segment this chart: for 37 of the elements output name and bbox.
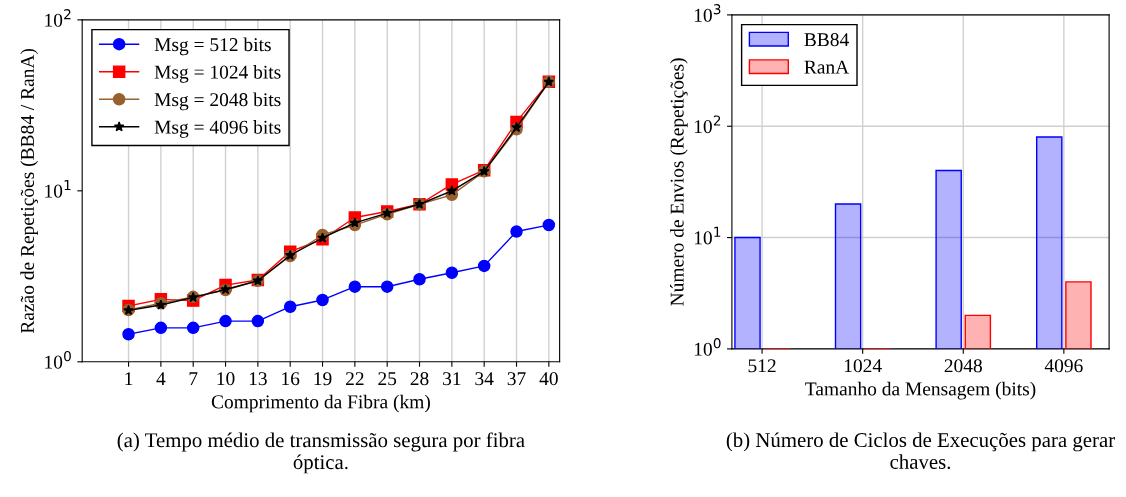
x-tick-label: 16 [282, 372, 300, 386]
x-tick-label: 37 [507, 372, 526, 386]
y-tick-label: 10$^{2}$ [694, 115, 721, 134]
x-tick-label: 512 [748, 359, 776, 373]
y-tick-label: 10$^{2}$ [45, 9, 71, 27]
x-tick-label: 1024 [844, 359, 882, 373]
legend-label: BB84 [804, 33, 849, 47]
y-axis-title: Número de Envios (Repetições) [669, 58, 688, 306]
x-tick-label: 22 [345, 372, 364, 386]
x-axis-title: Tamanho da Mensagem (bits) [805, 381, 1036, 400]
text: (a) Tempo médio de transmissão segura por fibra óptica. [117, 432, 525, 474]
y-axis-title: Razão de Repetições (BB84 / RanA) [20, 48, 38, 334]
x-tick-label: 31 [443, 372, 461, 386]
x-tick-label: 4 [156, 372, 166, 386]
x-tick-label: 2048 [944, 359, 982, 373]
legend-label: Msg = 1024 bits [154, 65, 281, 83]
legend-label: RanA [804, 60, 850, 74]
x-tick-label: 10 [217, 372, 235, 386]
y-tick-label: 10$^{0}$ [45, 351, 71, 369]
legend-label: Msg = 512 bits [154, 37, 271, 56]
legend-label: Msg = 4096 bits [154, 120, 281, 138]
y-tick-label: 10$^{0}$ [694, 338, 721, 356]
x-tick-label: 40 [539, 372, 558, 386]
text: (b) Número de Ciclos de Execuções para gerar chaves. [726, 432, 1115, 470]
x-tick-label: 1 [125, 372, 133, 386]
y-tick-label: 10$^{1}$ [45, 180, 71, 198]
y-tick-label: 10$^{3}$ [694, 4, 721, 22]
x-tick-label: 4096 [1044, 359, 1083, 373]
x-tick-label: 28 [410, 372, 429, 386]
x-tick-label: 19 [314, 372, 332, 386]
x-tick-label: 7 [189, 372, 198, 386]
x-tick-label: 25 [378, 372, 397, 386]
x-axis-title: Comprimento da Fibra (km) [211, 394, 430, 413]
x-tick-label: 34 [475, 372, 494, 386]
x-tick-label: 13 [249, 372, 267, 386]
legend-label: Msg = 2048 bits [154, 92, 281, 111]
y-tick-label: 10$^{1}$ [694, 226, 721, 245]
